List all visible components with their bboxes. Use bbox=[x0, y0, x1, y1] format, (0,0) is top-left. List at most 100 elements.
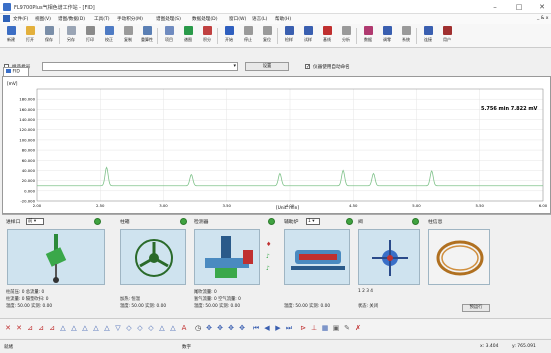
aux-oven-select[interactable]: 1 ▾ bbox=[306, 218, 320, 225]
maximize-button[interactable]: □ bbox=[515, 3, 523, 11]
camera-icon[interactable]: ▣ bbox=[332, 324, 340, 332]
cancel-icon[interactable]: ✗ bbox=[355, 324, 361, 332]
first-icon[interactable]: ⏮ bbox=[252, 324, 260, 332]
layout-icon[interactable]: ▦ bbox=[321, 324, 329, 332]
menu-view[interactable]: 视图(V) bbox=[35, 17, 51, 22]
valley-icon[interactable]: ⊿ bbox=[27, 324, 33, 332]
menu-chromatogram-processing[interactable]: 谱图处理(S) bbox=[156, 17, 181, 22]
aux-oven-image[interactable] bbox=[284, 229, 350, 285]
column-status-dot bbox=[180, 218, 187, 225]
negative-icon[interactable]: △ bbox=[159, 324, 165, 332]
toolbar-button-test[interactable]: 试样 bbox=[300, 26, 316, 46]
peak-end-icon[interactable]: ✕ bbox=[16, 324, 22, 332]
peak-start-icon[interactable]: ✕ bbox=[5, 324, 11, 332]
detector-image[interactable] bbox=[194, 229, 260, 285]
status-mode: 数字 bbox=[182, 345, 191, 350]
zoom-in-icon[interactable]: ✥ bbox=[206, 324, 212, 332]
edit-icon[interactable]: ✎ bbox=[344, 324, 350, 332]
toolbar-button-copy[interactable]: 复制 bbox=[120, 26, 136, 46]
tab-fid[interactable]: FID bbox=[3, 67, 29, 76]
injector-image[interactable] bbox=[7, 229, 105, 285]
play-icon bbox=[224, 26, 234, 35]
area-icon[interactable]: △ bbox=[170, 324, 176, 332]
toolbar-button-analyze[interactable]: 分析 bbox=[338, 26, 354, 46]
menu-data[interactable]: 谱图/数据(D) bbox=[58, 17, 86, 22]
menu-help[interactable]: 帮助(H) bbox=[275, 17, 292, 22]
toolbar-button-save[interactable]: 保存 bbox=[41, 26, 57, 46]
injector-status-dot bbox=[94, 218, 101, 225]
capillary-column-icon bbox=[436, 240, 484, 276]
aux-line-1: 温度: 50.00 实测: 0.00 bbox=[284, 304, 331, 309]
zoom-out-icon[interactable]: ✥ bbox=[217, 324, 223, 332]
close-button[interactable]: ✕ bbox=[539, 3, 545, 11]
toolbar-button-recalc[interactable]: 重算性 bbox=[139, 26, 155, 46]
auto-name-checkbox[interactable] bbox=[305, 64, 310, 69]
toolbar-button-system[interactable]: 系统 bbox=[398, 26, 414, 46]
backward-icon[interactable]: ◇ bbox=[137, 324, 143, 332]
column-oven-image[interactable] bbox=[120, 229, 186, 285]
injector-select[interactable]: 前 ▾ bbox=[26, 218, 44, 225]
forward-icon[interactable]: ◇ bbox=[126, 324, 132, 332]
toolbar-separator bbox=[217, 28, 218, 44]
toolbar-button-baseline[interactable]: 基线 bbox=[319, 26, 335, 46]
pan-icon[interactable]: ✥ bbox=[239, 324, 245, 332]
toolbar-button-label: 检样 bbox=[285, 37, 293, 42]
toolbar-button-new-file[interactable]: 新建 bbox=[3, 26, 19, 46]
last-icon[interactable]: ⏭ bbox=[285, 324, 293, 332]
toolbar-button-zero[interactable]: 调零 bbox=[379, 26, 395, 46]
merge-icon[interactable]: △ bbox=[93, 324, 99, 332]
toolbar-button-save-as[interactable]: 另存 bbox=[63, 26, 79, 46]
toolbar-button-project[interactable]: 项目 bbox=[161, 26, 177, 46]
split-icon[interactable]: ⊿ bbox=[49, 324, 55, 332]
delete-peak-icon[interactable]: △ bbox=[82, 324, 88, 332]
clock-icon[interactable]: ◷ bbox=[194, 324, 202, 332]
chromatogram-chart[interactable]: 180.000 160.000 140.000 120.000 100.000 80.00… bbox=[3, 77, 550, 213]
detector-status-dot bbox=[268, 218, 275, 225]
menu-file[interactable]: 文件(F) bbox=[13, 17, 29, 22]
zero-icon bbox=[382, 26, 392, 35]
toolbar-button-sample[interactable]: 检样 bbox=[281, 26, 297, 46]
baseline-icon[interactable]: △ bbox=[60, 324, 66, 332]
column-info-image[interactable] bbox=[428, 229, 490, 285]
prev-icon[interactable]: ◀ bbox=[264, 324, 270, 332]
toolbar-button-label: 分析 bbox=[342, 37, 350, 42]
sample-batch-input[interactable]: ▾ bbox=[42, 62, 238, 71]
toolbar-button-chromatogram[interactable]: 谱图 bbox=[180, 26, 196, 46]
menu-data-processing[interactable]: 数据处理(D) bbox=[192, 17, 218, 22]
tangent-icon[interactable]: ⊿ bbox=[38, 324, 44, 332]
menu-language[interactable]: 语言(L) bbox=[252, 17, 268, 22]
menu-tools[interactable]: 工具(T) bbox=[94, 17, 110, 22]
next-icon[interactable]: ▶ bbox=[275, 324, 281, 332]
set-button[interactable]: 设置 bbox=[245, 62, 289, 71]
valve-image[interactable] bbox=[358, 229, 420, 285]
toolbar-button-connect[interactable]: 连接 bbox=[420, 26, 436, 46]
toolbar-button-play[interactable]: 开始 bbox=[221, 26, 237, 46]
status-bar: 就绪 数字 x: 3.404 y: 765.091 bbox=[0, 339, 551, 353]
toolbar-button-user[interactable]: 用户 bbox=[439, 26, 455, 46]
toolbar-button-calibrate[interactable]: 校正 bbox=[101, 26, 117, 46]
menu-window[interactable]: 窗口(W) bbox=[229, 17, 247, 22]
toolbar-button-reset[interactable]: 复位 bbox=[259, 26, 275, 46]
toolbar-button-stop[interactable]: 停止 bbox=[240, 26, 256, 46]
shoulder-icon[interactable]: ◇ bbox=[148, 324, 154, 332]
menu-manual-integration[interactable]: 手动积分(M) bbox=[117, 17, 143, 22]
label-icon[interactable]: A bbox=[181, 324, 187, 332]
mark-icon[interactable]: ⊳ bbox=[300, 324, 306, 332]
pre-run-button[interactable]: 预运行 bbox=[462, 304, 490, 312]
toolbar-button-data[interactable]: 数据 bbox=[360, 26, 376, 46]
aux-status-dot bbox=[346, 218, 353, 225]
toolbar-button-open-folder[interactable]: 打开 bbox=[22, 26, 38, 46]
chromatogram-plot[interactable]: 180.000 160.000 140.000 120.000 100.000 80.00… bbox=[2, 76, 551, 214]
drop-line-icon[interactable]: △ bbox=[104, 324, 110, 332]
horizontal-icon[interactable]: ▽ bbox=[115, 324, 121, 332]
y-tick-label: 180.000 bbox=[19, 97, 35, 102]
toolbar-button-integrate[interactable]: 积分 bbox=[199, 26, 215, 46]
move-icon[interactable]: ✥ bbox=[228, 324, 234, 332]
x-tick-label: 5.00 bbox=[412, 203, 421, 208]
mdi-controls[interactable]: _ & x bbox=[537, 16, 549, 21]
pin-icon[interactable]: ⊥ bbox=[310, 324, 318, 332]
valve-icon bbox=[372, 240, 408, 276]
toolbar-button-print[interactable]: 打印 bbox=[82, 26, 98, 46]
minimize-button[interactable]: – bbox=[493, 3, 497, 11]
add-peak-icon[interactable]: △ bbox=[71, 324, 77, 332]
